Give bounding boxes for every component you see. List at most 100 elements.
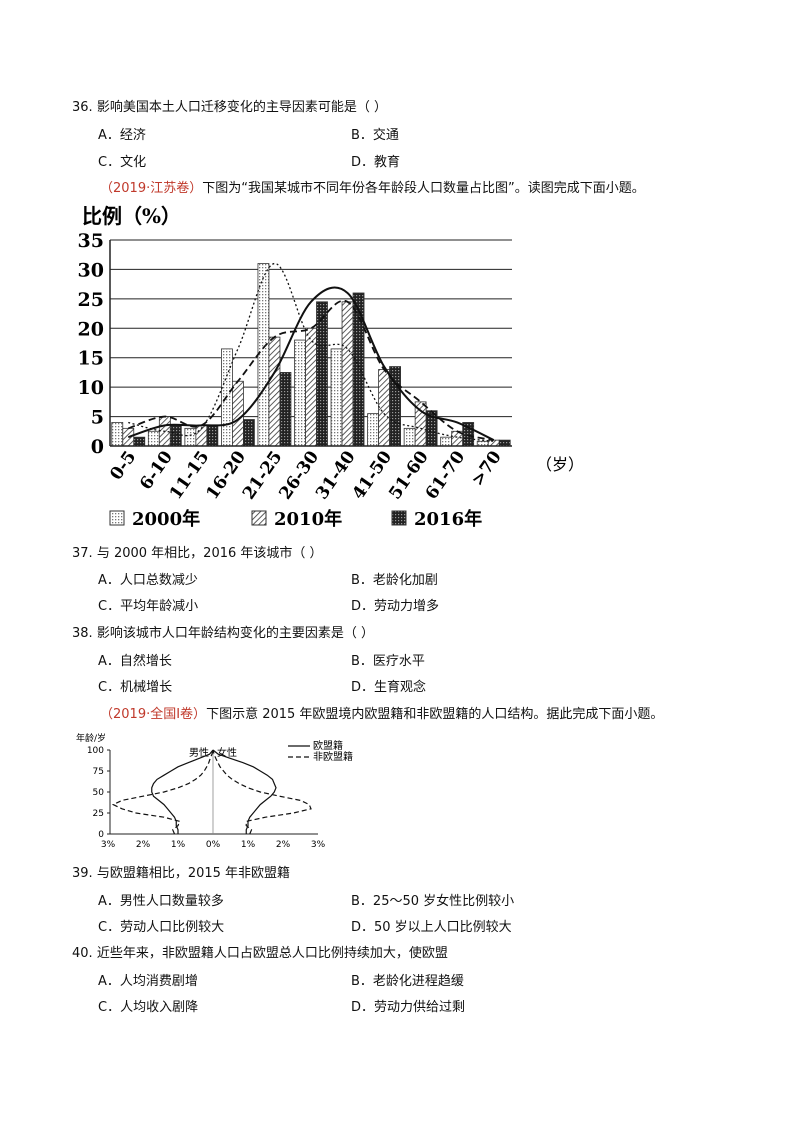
x-tick-label: 2%: [136, 840, 151, 850]
y-tick-label: 20: [78, 318, 104, 340]
y-tick-label: 5: [91, 407, 104, 429]
question-38: 38. 影响该城市人口年龄结构变化的主要因素是（ ）: [72, 622, 374, 641]
legend-label: 2010年: [274, 508, 342, 530]
x-tick-label: 1%: [241, 840, 256, 850]
x-tick-label: 3%: [101, 840, 116, 850]
option-d[interactable]: D．生育观念: [351, 680, 427, 695]
bar-2000年-21-25: [257, 263, 270, 447]
bar-2010年-26-30: [305, 327, 317, 447]
question-37: 37. 与 2000 年相比，2016 年该城市（ ）: [72, 542, 323, 561]
male-label: 男性: [189, 746, 209, 759]
y-tick-label: 0: [98, 830, 104, 840]
bar-2016年-26-30: [316, 301, 328, 447]
option-c[interactable]: C．劳动人口比例较大: [98, 920, 225, 935]
female-line-欧盟籍: [212, 749, 277, 834]
intro-national: （2019·全国Ⅰ卷）下图示意 2015 年欧盟境内欧盟籍和非欧盟籍的人口结构。…: [100, 703, 663, 722]
y-tick-label: 0: [91, 436, 104, 458]
bar-2000年-26-30: [294, 339, 306, 447]
trend-curve-2016年: [127, 286, 495, 442]
option-d[interactable]: D．50 岁以上人口比例较大: [351, 920, 512, 935]
x-tick-label: 0-5: [106, 447, 140, 484]
question-number: 39.: [72, 866, 93, 881]
bar-2016年->70: [498, 439, 511, 447]
legend-label: 非欧盟籍: [313, 750, 353, 763]
option-d[interactable]: D．劳动力增多: [351, 599, 440, 614]
bar-2010年-31-40: [341, 301, 354, 447]
option-b[interactable]: B．25～50 岁女性比例较小: [351, 894, 515, 909]
x-tick-label: 2%: [276, 840, 291, 850]
source-tag: （2019·江苏卷）: [100, 181, 203, 196]
legend-swatch-2010年: [251, 510, 267, 526]
age-structure-bar-chart: 比例（%） 051015202530350-56-1011-1516-2021-…: [78, 204, 584, 530]
bar-2000年-61-70: [440, 436, 453, 447]
option-a[interactable]: A．人均消费剧增: [98, 974, 198, 989]
legend-swatch-2016年: [391, 510, 407, 526]
question-stem: 与欧盟籍相比，2015 年非欧盟籍: [96, 866, 291, 881]
bar-2016年-16-20: [243, 419, 255, 447]
bar-2000年-51-60: [403, 427, 416, 447]
option-c[interactable]: C．人均收入剧降: [98, 1000, 199, 1015]
x-axis-unit: （岁）: [536, 455, 584, 474]
bar-2010年-41-50: [378, 369, 390, 447]
question-stem: 影响美国本土人口迁移变化的主导因素可能是（ ）: [96, 100, 387, 115]
bar-2010年-16-20: [232, 380, 244, 447]
x-tick-label: 3%: [311, 840, 326, 850]
bar-2000年-6-10: [147, 430, 160, 447]
y-tick-label: 15: [78, 348, 104, 370]
option-b[interactable]: B．医疗水平: [351, 654, 425, 669]
question-stem: 近些年来，非欧盟籍人口占欧盟总人口比例持续加大，使欧盟: [96, 946, 448, 961]
option-a[interactable]: A．男性人口数量较多: [98, 894, 224, 909]
trend-curve-2000年: [128, 262, 494, 442]
intro-jiangsu: （2019·江苏卷）下图为“我国某城市不同年份各年龄段人口数量占比图”。读图完成…: [100, 177, 645, 196]
option-d[interactable]: D．劳动力供给过剩: [351, 1000, 466, 1015]
bar-2000年-11-15: [184, 427, 197, 447]
legend-label: 2000年: [132, 508, 200, 530]
option-a[interactable]: A．自然增长: [98, 654, 172, 669]
option-a[interactable]: A．人口总数减少: [98, 573, 198, 588]
y-tick-label: 25: [93, 809, 104, 819]
option-c[interactable]: C．平均年龄减小: [98, 599, 199, 614]
legend-label: 欧盟籍: [313, 739, 343, 752]
question-number: 40.: [72, 946, 93, 961]
bar-2000年-31-40: [330, 348, 343, 447]
y-tick-label: 75: [93, 767, 104, 777]
question-40: 40. 近些年来，非欧盟籍人口占欧盟总人口比例持续加大，使欧盟: [72, 942, 448, 961]
intro-text: 下图为“我国某城市不同年份各年龄段人口数量占比图”。读图完成下面小题。: [202, 181, 645, 196]
option-b[interactable]: B．交通: [351, 128, 399, 143]
question-stem: 与 2000 年相比，2016 年该城市（ ）: [96, 546, 323, 561]
bar-2016年-0-5: [133, 436, 146, 447]
bar-2000年-0-5: [111, 422, 124, 447]
male-line-非欧盟籍: [111, 749, 214, 835]
bar-2010年->70: [487, 439, 500, 447]
bar-2016年-11-15: [206, 424, 219, 447]
bar-2016年-6-10: [169, 424, 182, 447]
bar-2000年-41-50: [367, 413, 379, 447]
question-stem: 影响该城市人口年龄结构变化的主要因素是（ ）: [96, 626, 374, 641]
option-c[interactable]: C．机械增长: [98, 680, 173, 695]
x-tick-label: 1%: [171, 840, 186, 850]
y-tick-label: 25: [78, 289, 104, 311]
bar-2010年-21-25: [268, 336, 281, 447]
female-line-非欧盟籍: [212, 749, 312, 835]
option-b[interactable]: B．老龄化进程趋缓: [351, 974, 464, 989]
option-d[interactable]: D．教育: [351, 155, 401, 170]
x-tick-label: >70: [468, 447, 506, 490]
intro-text: 下图示意 2015 年欧盟境内欧盟籍和非欧盟籍的人口结构。据此完成下面小题。: [206, 707, 664, 722]
legend-swatch-2000年: [109, 510, 125, 526]
question-36: 36. 影响美国本土人口迁移变化的主导因素可能是（ ）: [72, 96, 387, 115]
chart-title: 比例（%）: [82, 204, 181, 228]
source-tag: （2019·全国Ⅰ卷）: [100, 707, 207, 722]
male-line-欧盟籍: [151, 749, 214, 834]
x-tick-label: 0%: [206, 840, 221, 850]
legend-label: 2016年: [414, 508, 482, 530]
question-number: 37.: [72, 546, 93, 561]
y-axis-label: 年龄/岁: [76, 732, 106, 744]
x-tick-label: 61-70: [422, 447, 470, 503]
question-number: 38.: [72, 626, 93, 641]
option-c[interactable]: C．文化: [98, 155, 147, 170]
option-a[interactable]: A．经济: [98, 128, 146, 143]
option-b[interactable]: B．老龄化加剧: [351, 573, 438, 588]
y-tick-label: 100: [87, 746, 104, 756]
bar-2016年-31-40: [352, 292, 365, 447]
